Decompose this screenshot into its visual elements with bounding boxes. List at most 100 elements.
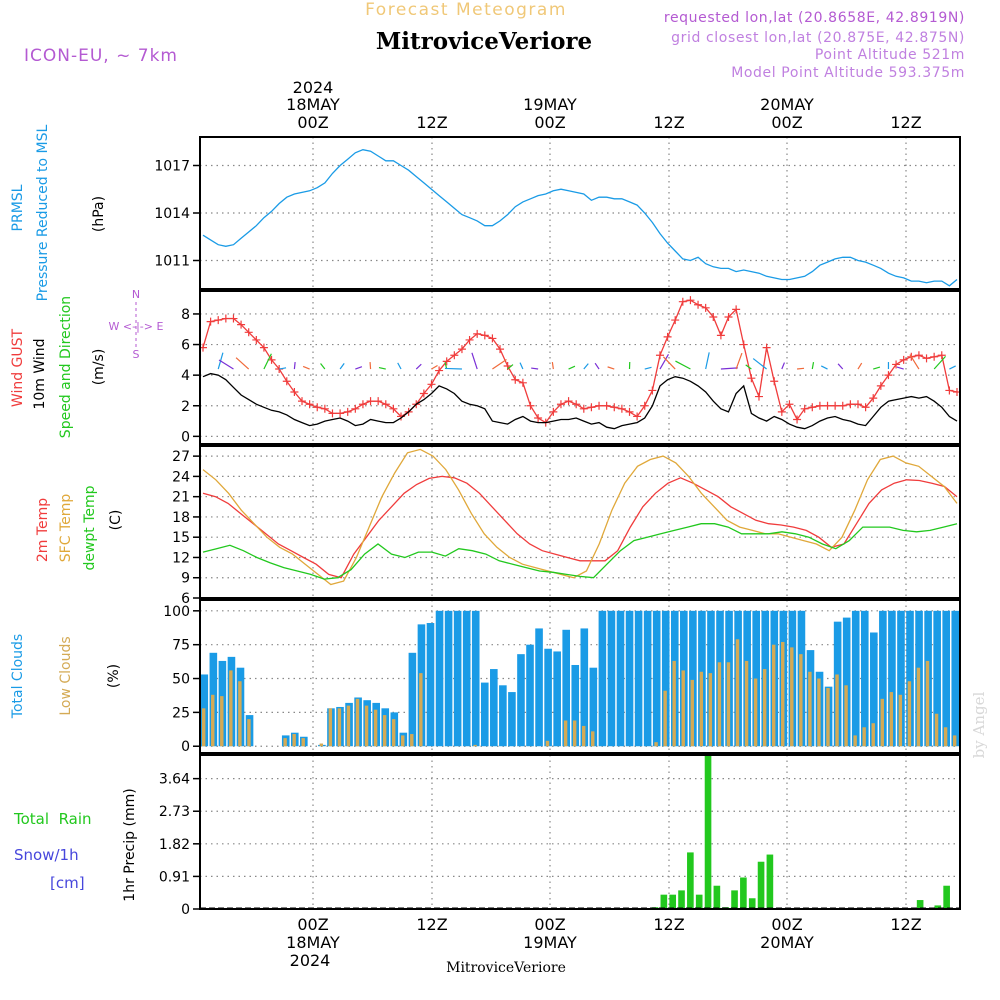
gust-marker xyxy=(298,397,307,406)
rain-bar xyxy=(678,890,685,909)
gust-marker xyxy=(930,352,939,361)
clouds-frame-border xyxy=(199,599,961,754)
low-clouds-bar xyxy=(808,671,812,747)
top-hour-label: 12Z xyxy=(416,113,447,132)
low-clouds-bar xyxy=(238,681,242,747)
bottom-date-18may: 18MAY xyxy=(286,933,340,952)
total-clouds-bar xyxy=(553,651,561,747)
total-clouds-bar xyxy=(652,610,661,747)
snow-label: Snow/1h xyxy=(14,846,79,864)
total-clouds-bar xyxy=(689,610,697,747)
total-clouds-bar xyxy=(616,610,625,747)
low-clouds-bar xyxy=(699,671,704,747)
point-altitude: Point Altitude 521m xyxy=(815,47,965,63)
gust-marker xyxy=(290,387,299,396)
low-clouds-bar xyxy=(211,694,215,747)
low-clouds-bar xyxy=(889,692,894,747)
gust-marker xyxy=(473,329,482,338)
total-clouds-bar xyxy=(897,610,905,747)
bottom-hour-label: 00Z xyxy=(297,915,328,934)
pressure-unit-label: (hPa) xyxy=(91,196,107,232)
wind-direction-arrow xyxy=(471,352,478,370)
top-date-20may: 20MAY xyxy=(760,95,814,114)
gust-marker xyxy=(853,400,862,409)
low-clouds-bar xyxy=(925,660,930,747)
gust-marker xyxy=(305,400,314,409)
low-clouds-bar xyxy=(790,647,794,747)
gust-marker xyxy=(259,343,268,352)
clouds-panel: 0 25 50 75 100 xyxy=(163,599,961,755)
total-clouds-bar xyxy=(870,632,878,747)
temperature-panel: 6 9 12 15 18 21 24 27 xyxy=(172,445,961,607)
low-clouds-bar xyxy=(328,708,333,747)
wind-direction-arrow xyxy=(873,366,881,370)
y-tick-label: 6 xyxy=(181,591,190,607)
total-clouds-bar xyxy=(879,610,887,747)
wind-direction-arrow xyxy=(857,362,863,370)
gust-marker xyxy=(389,404,398,413)
gust-marker xyxy=(922,354,931,363)
gust-marker xyxy=(716,331,725,340)
gust-marker xyxy=(884,371,893,380)
y-tick-label: 1017 xyxy=(154,159,190,175)
wind-direction-arrow xyxy=(235,357,250,370)
bottom-year-label: 2024 xyxy=(290,951,331,970)
total-clouds-bar xyxy=(851,610,860,747)
low-clouds-bar xyxy=(337,708,342,747)
wind-direction-arrow xyxy=(302,365,310,370)
prmsl-label: PRMSL xyxy=(10,184,26,231)
wind-direction-arrow xyxy=(568,365,576,370)
wind-direction-arrow xyxy=(397,362,402,370)
wind-direction-arrow xyxy=(431,365,438,370)
y-tick-label: 27 xyxy=(172,449,190,465)
temperature-frame-border xyxy=(199,445,961,599)
low-clouds-bar xyxy=(735,639,740,747)
snow-unit-label: [cm] xyxy=(50,874,85,892)
wind-direction-arrow xyxy=(909,354,920,370)
wind-direction-arrow xyxy=(320,363,326,370)
total-clouds-bar xyxy=(544,648,552,747)
total-clouds-bar xyxy=(842,617,851,747)
wind-direction-arrow xyxy=(933,355,946,370)
low-clouds-bar xyxy=(952,735,957,747)
gust-marker xyxy=(655,351,664,360)
wind-direction-arrow xyxy=(659,354,669,370)
low-clouds-bar xyxy=(201,708,206,747)
gust-marker xyxy=(442,357,451,366)
gust-marker xyxy=(564,397,573,406)
gust-marker xyxy=(435,366,444,375)
total-clouds-bar xyxy=(490,669,498,747)
gust-marker xyxy=(214,316,223,325)
wind-direction-arrow xyxy=(293,362,296,370)
gust-marker xyxy=(671,316,680,325)
total-clouds-bar xyxy=(661,610,670,747)
rain-bar xyxy=(748,898,756,909)
y-tick-label: 4 xyxy=(181,368,190,384)
gust-marker xyxy=(617,404,626,413)
gust-marker xyxy=(732,305,741,314)
pressure-frame-border xyxy=(199,136,961,290)
low-clouds-bar xyxy=(844,685,848,747)
gust-marker xyxy=(945,386,954,395)
wind-direction-arrow xyxy=(551,362,554,370)
gust-marker xyxy=(229,314,238,323)
low-clouds-bar xyxy=(907,681,912,747)
wind-direction-arrow xyxy=(415,363,422,370)
y-tick-label: 0 xyxy=(181,739,190,755)
requested-lonlat: requested lon,lat (20.8658E, 42.8919N) xyxy=(664,10,965,26)
bottom-hour-label: 12Z xyxy=(653,915,684,934)
low-clouds-bar xyxy=(726,662,731,747)
gust-marker xyxy=(313,403,322,412)
wind-direction-arrow xyxy=(837,363,844,370)
gust-marker xyxy=(899,355,908,364)
gust-marker xyxy=(549,407,558,416)
rain-bar xyxy=(695,894,703,909)
total-clouds-bar xyxy=(598,610,607,747)
y-tick-label: 1014 xyxy=(154,206,190,222)
gust-marker xyxy=(282,377,291,386)
total-clouds-bar xyxy=(589,667,598,747)
prmsl-line xyxy=(202,149,958,287)
gust-marker xyxy=(366,397,375,406)
gust-marker xyxy=(633,412,642,421)
total-clouds-bar xyxy=(951,610,960,747)
